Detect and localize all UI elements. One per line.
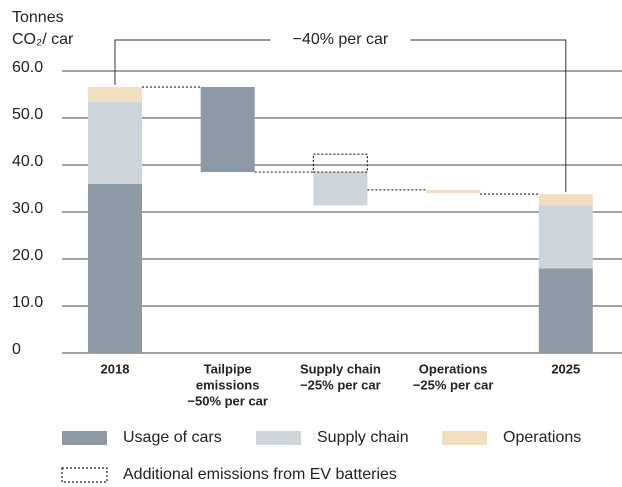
- y-tick-label: 50.0: [12, 106, 43, 123]
- y-tick-label: 60.0: [12, 59, 43, 76]
- legend-swatch: [61, 467, 108, 483]
- bar-segment: [313, 172, 368, 206]
- bar-segment: [88, 183, 142, 353]
- x-tick-label: −50% per car: [187, 393, 268, 408]
- y-tick-label: 10.0: [12, 294, 43, 311]
- bar-segment: [426, 189, 481, 194]
- x-tick-label: Operations: [419, 361, 488, 376]
- x-tick-label: Supply chain: [300, 361, 381, 376]
- legend-swatch: [256, 431, 301, 445]
- x-tick-label: Tailpipe: [204, 361, 252, 376]
- legend-label: Usage of cars: [123, 429, 222, 446]
- y-tick-label: 40.0: [12, 153, 43, 170]
- legend-label: Operations: [503, 429, 581, 446]
- legend-label: Supply chain: [317, 429, 409, 446]
- bar-segment: [312, 153, 368, 173]
- legend-swatch: [62, 431, 107, 445]
- x-tick-label: emissions: [196, 377, 260, 392]
- annotation: −40% per car: [293, 31, 389, 48]
- bar-segment: [88, 86, 142, 103]
- bar-segment: [538, 205, 593, 269]
- bar-segment: [538, 268, 593, 353]
- x-tick-label: −25% per car: [413, 377, 494, 392]
- x-tick-label: 2018: [101, 361, 130, 376]
- x-tick-label: −25% per car: [300, 377, 381, 392]
- bar-segment: [538, 194, 593, 206]
- legend-label: Additional emissions from EV batteries: [123, 466, 397, 483]
- y-tick-label: 0: [12, 341, 21, 358]
- y-tick-label: 20.0: [12, 247, 43, 264]
- y-axis-label: CO₂/ car: [12, 31, 74, 48]
- annotation-bg: [270, 29, 411, 51]
- bar-segment: [200, 86, 255, 173]
- annotation-bracket: [114, 39, 567, 193]
- bar-segment: [88, 102, 142, 184]
- y-axis-label: Tonnes: [12, 9, 64, 26]
- y-tick-label: 30.0: [12, 200, 43, 217]
- legend-swatch: [442, 431, 487, 445]
- x-tick-label: 2025: [551, 361, 580, 376]
